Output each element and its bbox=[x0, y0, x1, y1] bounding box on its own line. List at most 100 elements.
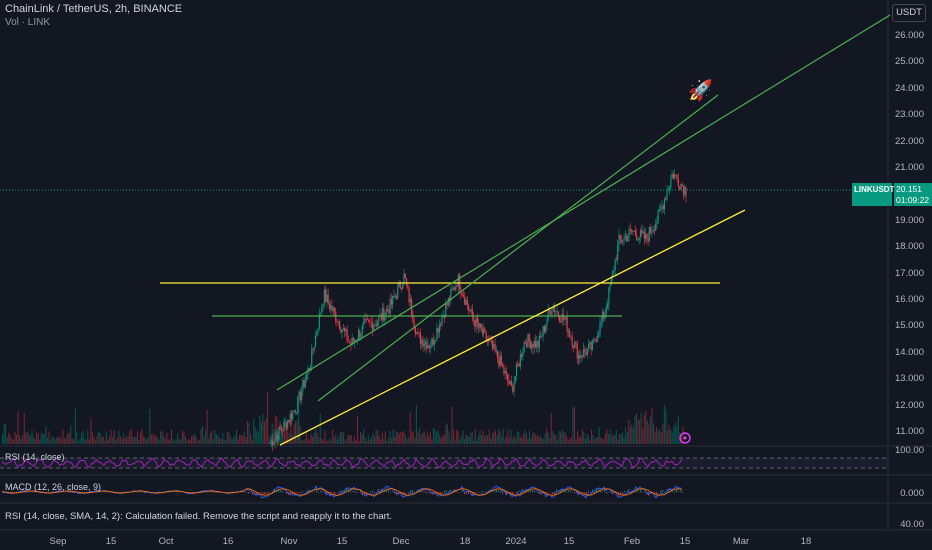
volume-bar bbox=[490, 438, 492, 444]
candle-body bbox=[647, 238, 649, 242]
volume-bar bbox=[62, 429, 64, 444]
candle-body bbox=[461, 293, 463, 296]
macd-histogram-bar bbox=[352, 491, 354, 493]
volume-bar bbox=[33, 436, 35, 444]
candle-body bbox=[574, 342, 576, 348]
candle-body bbox=[579, 354, 581, 358]
macd-histogram-bar bbox=[422, 490, 424, 493]
volume-bar bbox=[405, 434, 407, 444]
candle-body bbox=[424, 341, 427, 345]
ascending-support-line[interactable] bbox=[279, 209, 746, 446]
candle-body bbox=[407, 284, 409, 288]
volume-bar bbox=[136, 431, 138, 444]
candle-body bbox=[652, 229, 654, 233]
macd-histogram-bar bbox=[606, 492, 608, 494]
volume-bar bbox=[8, 432, 10, 444]
candle-body bbox=[356, 339, 358, 341]
time-axis-tick: Mar bbox=[732, 536, 750, 547]
volume-bar bbox=[73, 439, 75, 444]
candle-body bbox=[584, 349, 586, 352]
volume-bar bbox=[645, 410, 647, 444]
candle-body bbox=[490, 341, 492, 342]
candle-body bbox=[628, 229, 630, 237]
price-axis-tick: 15.000 bbox=[894, 320, 924, 332]
candle-body bbox=[631, 229, 633, 232]
candle-body bbox=[561, 313, 563, 323]
volume-bar bbox=[277, 435, 279, 444]
candle-body bbox=[325, 289, 327, 302]
price-candles bbox=[269, 169, 687, 451]
rsi-indicator-label[interactable]: RSI (14, close) bbox=[5, 452, 65, 462]
macd-histogram-bar bbox=[510, 492, 512, 494]
candle-body bbox=[383, 308, 385, 321]
volume-label[interactable]: Vol · LINK bbox=[5, 17, 51, 28]
volume-bar bbox=[521, 438, 523, 444]
macd-histogram-bar bbox=[590, 492, 592, 494]
volume-bar bbox=[677, 415, 679, 444]
volume-bar bbox=[502, 429, 504, 444]
channel-upper-line[interactable] bbox=[276, 14, 891, 391]
chart-title[interactable]: ChainLink / TetherUS, 2h, BINANCE bbox=[5, 3, 183, 15]
macd-histogram-bar bbox=[462, 489, 464, 493]
volume-bar bbox=[239, 434, 241, 444]
alert-icon[interactable] bbox=[679, 432, 691, 444]
macd-histogram-bar bbox=[292, 492, 294, 495]
candle-body bbox=[489, 340, 491, 342]
rocket-icon[interactable]: 🚀 bbox=[688, 80, 713, 102]
candle-body bbox=[598, 334, 600, 337]
candle-body bbox=[313, 346, 315, 351]
volume-bar bbox=[203, 436, 205, 444]
macd-histogram-bar bbox=[630, 491, 632, 493]
volume-bar bbox=[209, 432, 211, 444]
candle-body bbox=[397, 286, 399, 299]
volume-bar bbox=[197, 440, 199, 444]
volume-bar bbox=[212, 439, 214, 444]
volume-bar bbox=[54, 439, 56, 444]
volume-bar bbox=[539, 435, 541, 444]
macd-histogram-bar bbox=[672, 491, 674, 493]
channel-lower-line[interactable] bbox=[317, 94, 719, 402]
macd-histogram-bar bbox=[556, 489, 558, 493]
volume-bar bbox=[82, 430, 84, 444]
macd-histogram-bar bbox=[430, 492, 432, 495]
macd-histogram-bar bbox=[124, 491, 126, 493]
candle-body bbox=[526, 342, 528, 348]
candle-body bbox=[529, 341, 532, 349]
volume-bar bbox=[147, 436, 149, 444]
volume-bar bbox=[201, 425, 204, 444]
candle-body bbox=[455, 285, 457, 290]
candle-body bbox=[586, 348, 588, 355]
candle-body bbox=[503, 366, 505, 374]
currency-button[interactable]: USDT bbox=[892, 4, 926, 22]
volume-bar bbox=[253, 418, 255, 444]
candle-body bbox=[297, 396, 299, 413]
candle-body bbox=[656, 221, 658, 224]
candle-body bbox=[481, 328, 484, 334]
candle-body bbox=[518, 363, 520, 367]
time-axis-tick: 15 bbox=[336, 536, 348, 547]
candle-body bbox=[273, 441, 275, 446]
candle-body bbox=[457, 274, 460, 287]
volume-bar bbox=[205, 429, 207, 444]
macd-histogram-bar bbox=[230, 491, 232, 493]
macd-indicator-label[interactable]: MACD (12, 26, close, 9) bbox=[5, 482, 102, 492]
macd-histogram-bar bbox=[300, 492, 302, 494]
volume-bar bbox=[445, 425, 447, 444]
volume-bar bbox=[341, 431, 343, 444]
volume-bar bbox=[174, 440, 176, 444]
macd-histogram-bar bbox=[678, 491, 680, 493]
volume-bar bbox=[19, 435, 21, 444]
candle-body bbox=[289, 413, 291, 422]
volume-bar bbox=[77, 440, 80, 444]
candle-body bbox=[308, 368, 310, 370]
volume-bar bbox=[553, 434, 555, 444]
macd-histogram-bar bbox=[176, 491, 178, 493]
candle-body bbox=[564, 319, 566, 321]
candle-body bbox=[523, 342, 525, 352]
macd-histogram-bar bbox=[264, 492, 266, 495]
volume-bar bbox=[659, 429, 661, 444]
volume-bar bbox=[352, 440, 354, 444]
volume-bar bbox=[470, 433, 472, 444]
macd-histogram-bar bbox=[266, 492, 268, 494]
macd-histogram-bar bbox=[428, 492, 430, 493]
